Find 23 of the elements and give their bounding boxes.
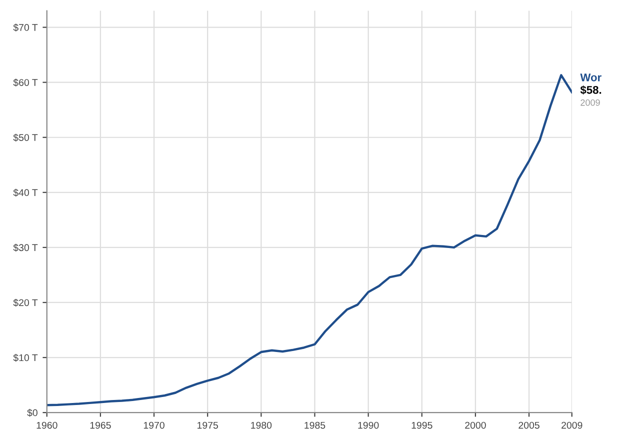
x-tick-label: 2005 (518, 422, 540, 429)
x-tick-label: 1990 (358, 422, 379, 429)
x-tick-label: 1965 (90, 422, 111, 429)
y-tick-label: $50 T (13, 134, 38, 142)
line-series (46, 74, 572, 406)
x-tick-label: 1960 (36, 422, 58, 429)
annotation: 2009 (580, 99, 600, 106)
x-tick-label: 2000 (465, 422, 486, 429)
y-tick-label: $20 T (13, 298, 38, 307)
y-tick-label: $30 T (13, 244, 38, 252)
y-tick-label: $10 T (13, 354, 38, 362)
x-tick-label: 2009 (562, 422, 582, 429)
x-tick-label: 1970 (144, 422, 164, 429)
series-label: Wor (580, 74, 602, 82)
x-tick-label: 1975 (198, 422, 218, 429)
x-tick-label: 1985 (304, 422, 326, 429)
y-tick-label: $70 T (13, 24, 38, 32)
annotation: $58. (580, 85, 602, 95)
x-tick-label: 1995 (412, 422, 432, 429)
y-tick-label: $60 T (13, 78, 38, 87)
y-tick-label: $40 T (13, 188, 38, 197)
x-tick-label: 1980 (251, 422, 272, 429)
y-tick-label: $0 (27, 408, 38, 417)
